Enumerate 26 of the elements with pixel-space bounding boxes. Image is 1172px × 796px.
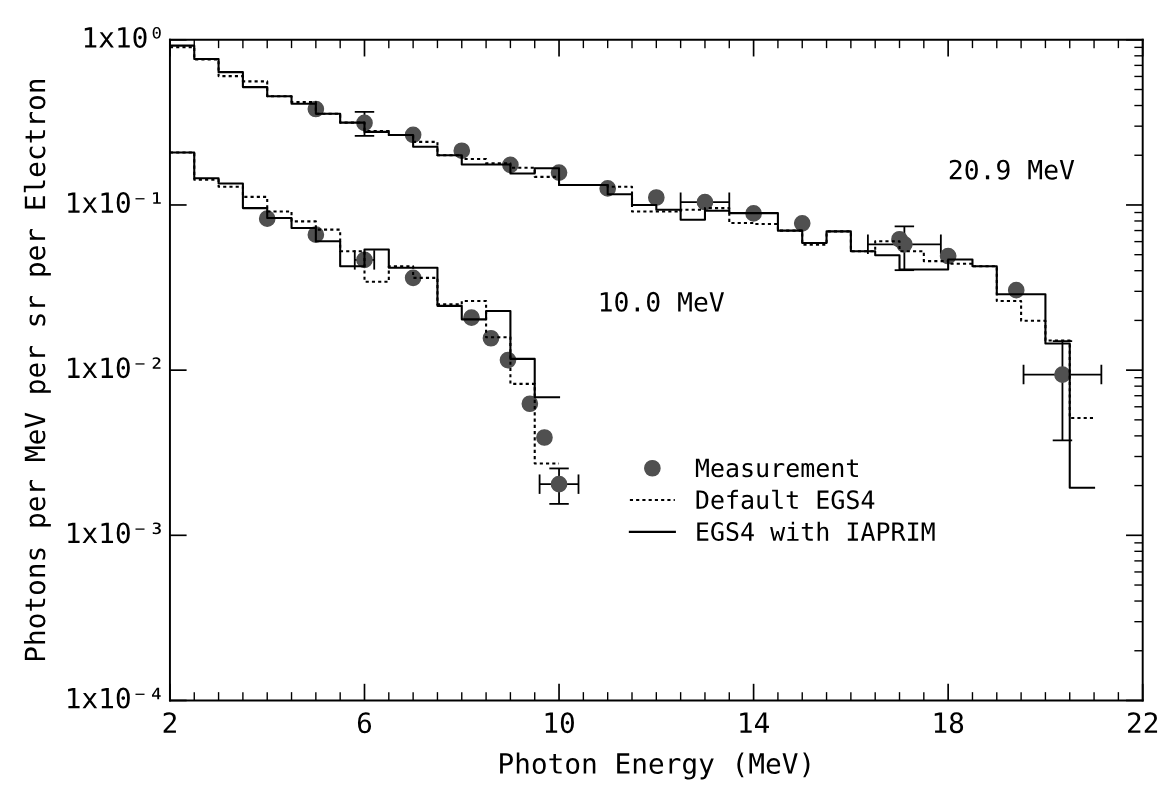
point <box>550 475 568 493</box>
y-axis-title: Photons per MeV per sr per Electron <box>23 79 51 661</box>
y-tick-label: 1x10⁻² <box>68 357 161 379</box>
point <box>647 189 665 206</box>
point <box>404 269 422 287</box>
legend-label: Default EGS4 <box>696 489 875 510</box>
x-tick-label: 10 <box>545 712 574 734</box>
annotation: 10.0 MeV <box>600 291 724 312</box>
y-tick-label: 1x10⁻⁴ <box>68 687 161 709</box>
x-axis-title: Photon Energy (MeV) <box>500 752 810 780</box>
point <box>521 395 539 413</box>
y-tick-label: 1x10⁻¹ <box>68 192 161 214</box>
point <box>536 429 553 446</box>
x-tick-label: 22 <box>1128 712 1158 733</box>
x-tick-label: 6 <box>357 712 372 734</box>
point <box>793 215 811 232</box>
legend-label: Measurement <box>695 458 858 478</box>
x-tick-label: 2 <box>163 712 176 733</box>
point <box>696 193 714 211</box>
point <box>1054 366 1071 383</box>
x-tick-label: 14 <box>740 712 769 733</box>
legend-label: EGS4 with IAPRIM <box>697 521 935 541</box>
y-tick-label: 1x10⁻³ <box>68 522 161 544</box>
y-tick-label: 1x10⁰ <box>84 26 161 48</box>
x-tick-label: 18 <box>934 712 964 734</box>
annotation: 20.9 MeV <box>949 159 1075 180</box>
